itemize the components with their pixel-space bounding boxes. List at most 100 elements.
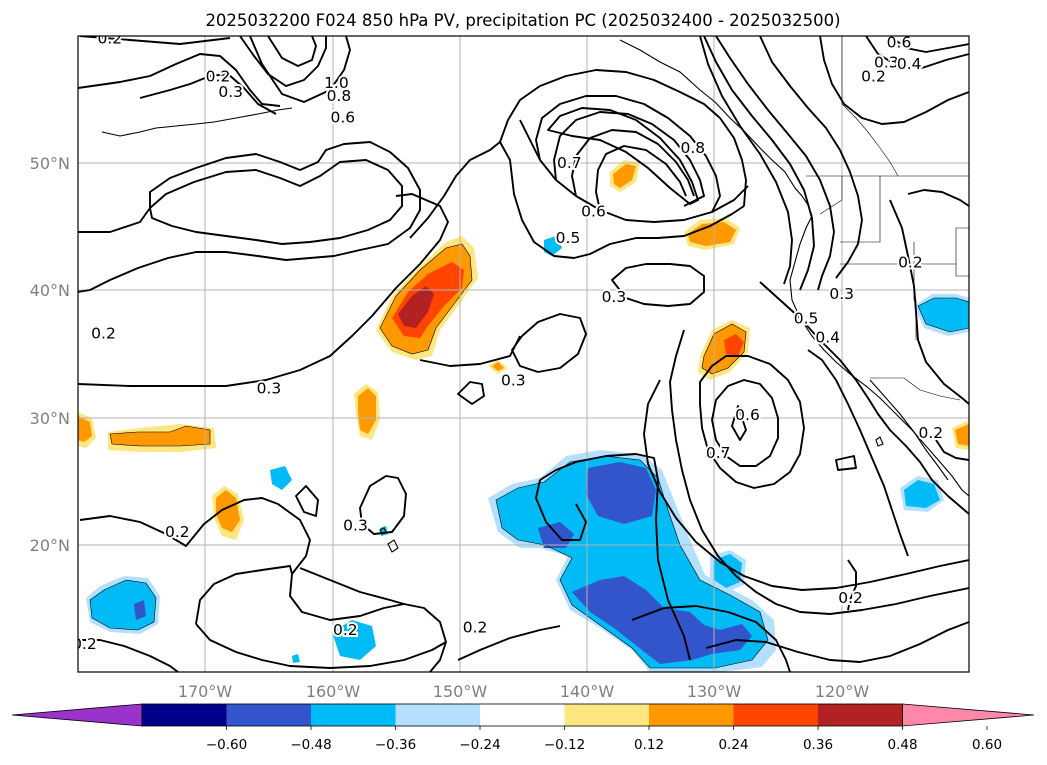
map-background — [78, 36, 969, 672]
precip-mid-blue — [538, 522, 574, 548]
pv-contour-label: 0.5 — [556, 229, 581, 247]
colorbar-tick-label: −0.12 — [544, 737, 585, 753]
pv-contour — [611, 263, 705, 307]
island-outline — [875, 436, 884, 447]
colorbar-segment — [142, 704, 227, 726]
precip-orange — [613, 164, 636, 188]
pv-contour-label: 0.2 — [91, 325, 116, 343]
precip-negative-shading — [86, 236, 969, 672]
hawaii-island — [387, 539, 399, 553]
map-panel: 0.20.20.3 1.00.80.60.60.30.40.20.80.70.60… — [77, 35, 970, 673]
figure-title: 2025032200 F024 850 hPa PV, precipitatio… — [205, 11, 840, 30]
precip-orange — [955, 424, 969, 446]
latitude-labels: 50°N 40°N 30°N 20°N — [30, 154, 70, 555]
colorbar-extend-high — [902, 703, 1035, 727]
precip-dark-red — [398, 286, 434, 328]
pv-contour — [457, 625, 561, 661]
map-frame — [77, 35, 970, 673]
pv-contour — [865, 36, 969, 69]
pv-contour — [819, 36, 969, 125]
pv-contour — [499, 69, 747, 207]
lon-label-130w: 130°W — [687, 682, 742, 701]
pv-contour-label: 0.3 — [257, 379, 282, 397]
pv-contour — [759, 36, 863, 279]
pv-contour-label: 0.2 — [898, 253, 923, 271]
pv-contour — [409, 141, 745, 259]
colorbar-tick-label: 0.36 — [803, 737, 833, 753]
pv-contour — [595, 145, 687, 211]
precip-blue — [496, 456, 768, 668]
colorbar-extend-low — [11, 703, 143, 727]
pv-contour — [457, 381, 485, 405]
pv-contour-label: 0.2 — [463, 619, 488, 637]
us-state-borders — [819, 176, 969, 340]
pv-contour-label: 0.3 — [829, 285, 854, 303]
pv-contour-label: 0.3 — [343, 517, 368, 535]
precip-orange — [110, 426, 210, 446]
pv-contour-label: 0.4 — [897, 55, 922, 73]
lat-label-30n: 30°N — [30, 409, 70, 428]
precip-blue — [270, 466, 292, 490]
pv-contour — [643, 379, 969, 591]
pv-contour — [705, 621, 969, 663]
lat-label-40n: 40°N — [30, 281, 70, 300]
pv-contour-label: 0.5 — [794, 309, 819, 327]
pv-contour-label: 0.7 — [706, 444, 731, 462]
pv-contour — [807, 349, 909, 557]
pv-contour — [711, 379, 779, 467]
lon-label-140w: 140°W — [560, 682, 615, 701]
lon-label-160w: 160°W — [306, 682, 361, 701]
colorbar-segment — [649, 704, 734, 726]
pv-contour — [78, 193, 449, 387]
pv-contour — [699, 355, 805, 489]
colorbar-segment — [818, 704, 903, 726]
colorbar-tick-label: −0.60 — [206, 737, 247, 753]
pv-contour — [419, 335, 521, 367]
pv-contour — [267, 36, 317, 67]
gridlines — [78, 36, 969, 672]
colorbar-segment — [395, 704, 481, 726]
colorbar-segment — [733, 704, 819, 726]
pv-contour — [835, 455, 857, 471]
pv-contour — [889, 36, 969, 53]
colorbar-tick-label: −0.36 — [375, 737, 416, 753]
pv-contour — [553, 111, 705, 207]
lon-label-120w: 120°W — [815, 682, 870, 701]
pv-contour-label: 0.2 — [206, 68, 231, 86]
precip-blue — [332, 620, 376, 660]
pv-contour — [299, 567, 405, 605]
pv-contour-label: 0.6 — [330, 108, 355, 126]
colorbar-tick-label: 0.24 — [718, 737, 748, 753]
colorbar-tick-label: 0.12 — [634, 737, 664, 753]
precip-orange — [688, 222, 736, 246]
pv-contour — [889, 199, 969, 405]
colorbar-outline — [141, 703, 903, 727]
mexico-border — [870, 377, 961, 401]
pv-contour — [78, 639, 179, 672]
lon-label-170w: 170°W — [178, 682, 233, 701]
pv-contour — [699, 36, 793, 285]
pv-contour — [195, 565, 293, 625]
pv-contour — [79, 497, 447, 672]
coastlines — [101, 39, 969, 553]
lat-label-20n: 20°N — [30, 536, 70, 555]
pv-contours — [78, 36, 969, 672]
pv-contour-label: 0.2 — [861, 68, 886, 86]
pv-contour — [511, 313, 587, 373]
pv-contour — [715, 36, 835, 291]
colorbar-segment — [226, 704, 312, 726]
pv-contour — [703, 36, 815, 291]
alaska-coast — [619, 39, 969, 497]
pv-contour — [731, 405, 747, 441]
pv-contour — [239, 36, 327, 87]
pv-contour — [935, 439, 969, 461]
pv-contour-label: 0.3 — [501, 372, 526, 390]
pv-contour-label: 1.0 — [324, 74, 349, 92]
pv-contour — [535, 479, 587, 541]
pv-contour-label: 0.2 — [333, 621, 358, 639]
colorbar-segment — [311, 704, 396, 726]
pv-contour — [79, 36, 231, 45]
pv-contour-label: 0.8 — [327, 87, 352, 105]
pv-contour-label: 0.2 — [165, 523, 190, 541]
colorbar-tick-label: −0.24 — [459, 737, 500, 753]
